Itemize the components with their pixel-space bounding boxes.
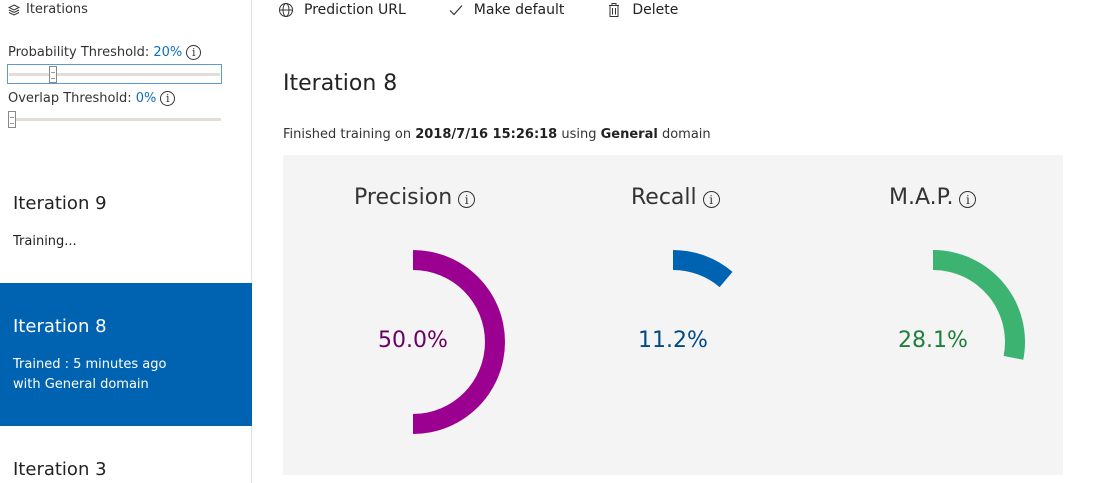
info-icon[interactable]: i (702, 191, 720, 208)
delete-button[interactable]: Delete (606, 2, 678, 18)
layers-icon (8, 3, 20, 16)
iterations-header-label: Iterations (26, 2, 88, 17)
map-arc (933, 250, 1025, 360)
slider-thumb[interactable] (49, 66, 57, 83)
precision-value: 50.0% (378, 328, 448, 353)
overlap-threshold-slider[interactable] (7, 110, 222, 130)
recall-arc (673, 250, 733, 288)
iteration-item[interactable]: Iteration 3 (13, 459, 107, 480)
training-datetime: 2018/7/16 15:26:18 (415, 127, 558, 142)
iteration-item-selected[interactable]: Iteration 8 Trained : 5 minutes ago with… (0, 283, 252, 426)
slider-thumb[interactable] (8, 111, 16, 128)
slider-track (9, 73, 220, 76)
overlap-threshold-label: Overlap Threshold: 0% i (8, 91, 176, 106)
iterations-header: Iterations (8, 2, 88, 17)
toolbar: Prediction URL Make default Delete (278, 2, 720, 18)
make-default-button[interactable]: Make default (448, 2, 564, 18)
page-title: Iteration 8 (283, 71, 398, 96)
recall-value: 11.2% (638, 328, 708, 353)
iteration-item[interactable]: Iteration 9 Training... (13, 193, 107, 249)
precision-label: Precision i (354, 185, 476, 210)
metrics-gauges (413, 250, 1025, 434)
slider-track (8, 118, 221, 121)
info-icon[interactable]: i (458, 191, 476, 208)
checkmark-icon (448, 2, 464, 18)
probability-threshold-slider[interactable] (7, 64, 222, 84)
overlap-threshold-value: 0% (135, 91, 157, 106)
trash-icon (606, 2, 622, 18)
precision-arc (413, 250, 505, 434)
training-status: Finished training on 2018/7/16 15:26:18 … (283, 127, 711, 142)
info-icon[interactable]: i (959, 191, 977, 208)
info-icon[interactable]: i (160, 91, 176, 106)
prediction-url-button[interactable]: Prediction URL (278, 2, 406, 18)
map-value: 28.1% (898, 328, 968, 353)
map-label: M.A.P. i (889, 185, 977, 210)
probability-threshold-label: Probability Threshold: 20% i (8, 45, 202, 60)
globe-icon (278, 2, 294, 18)
probability-threshold-value: 20% (153, 45, 183, 60)
metrics-panel: Precision i Recall i M.A.P. i 50.0% 11.2… (283, 155, 1063, 475)
recall-label: Recall i (631, 185, 720, 210)
info-icon[interactable]: i (186, 45, 202, 60)
iterations-sidebar: Iterations Probability Threshold: 20% i … (0, 0, 252, 483)
training-domain: General (600, 127, 658, 142)
